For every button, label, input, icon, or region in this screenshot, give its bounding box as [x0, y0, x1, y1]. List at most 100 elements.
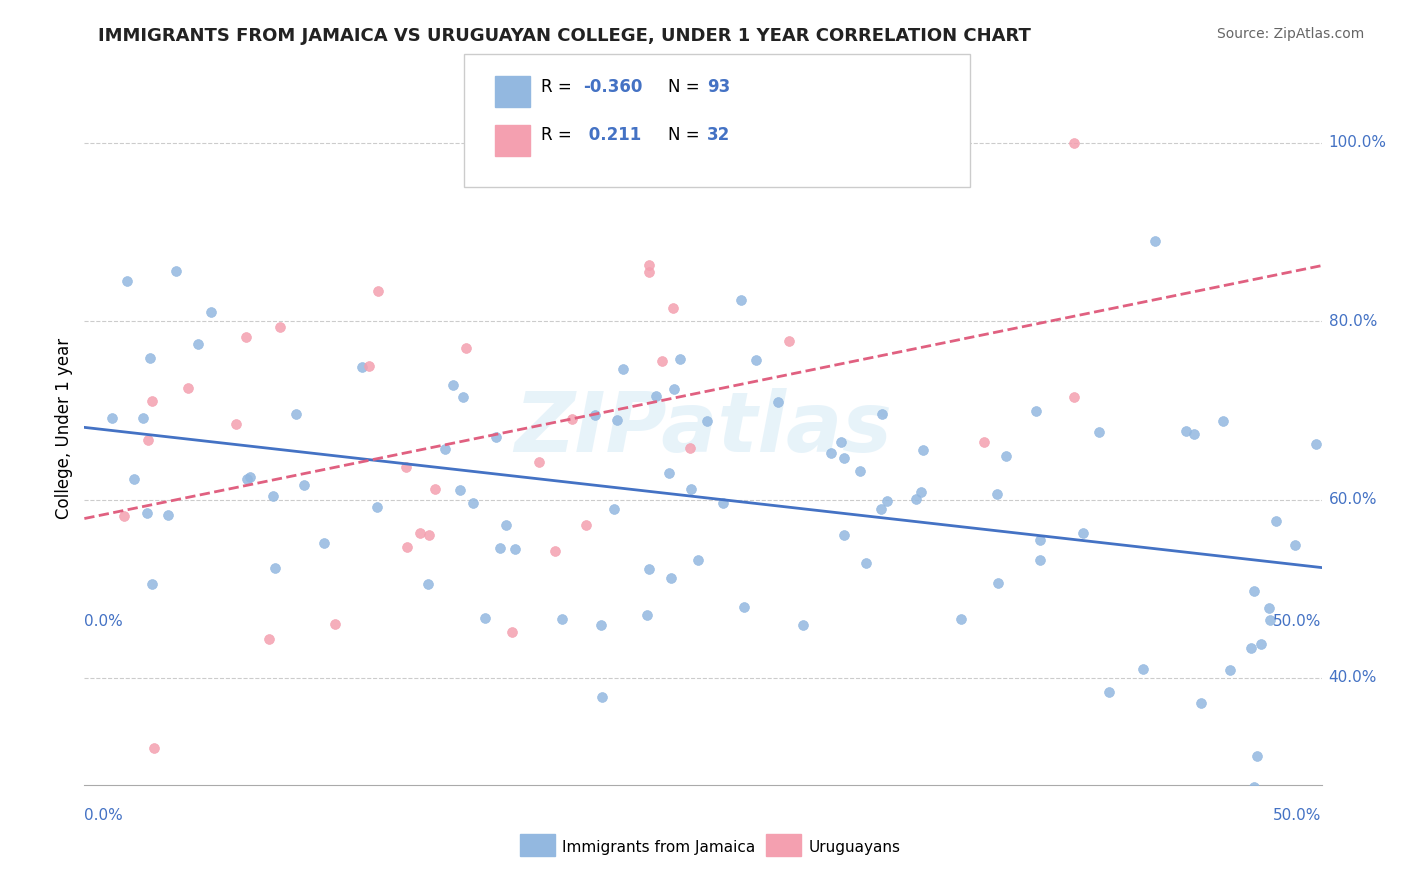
Point: [612, 362, 634, 376]
Point: [659, 571, 682, 585]
Point: [696, 414, 718, 428]
Text: Uruguayans: Uruguayans: [808, 840, 900, 855]
Point: [1025, 403, 1047, 417]
Point: [645, 389, 668, 403]
Point: [638, 562, 661, 576]
Point: [112, 509, 135, 524]
Point: [1073, 526, 1095, 541]
Text: R =: R =: [541, 126, 578, 144]
Point: [638, 258, 661, 272]
Text: 100.0%: 100.0%: [1329, 136, 1386, 150]
Point: [679, 441, 702, 455]
Point: [1029, 553, 1052, 567]
Point: [269, 320, 291, 334]
Point: [1087, 425, 1109, 440]
Point: [575, 517, 598, 532]
Text: N =: N =: [668, 78, 704, 95]
Point: [591, 618, 613, 632]
Point: [285, 408, 308, 422]
Point: [502, 625, 524, 640]
Text: 0.211: 0.211: [583, 126, 641, 144]
Point: [1182, 426, 1205, 441]
Point: [489, 541, 512, 556]
Point: [236, 472, 259, 486]
Point: [200, 305, 222, 319]
Point: [603, 501, 626, 516]
Point: [662, 382, 685, 396]
Point: [461, 496, 484, 510]
Point: [409, 526, 432, 541]
Point: [138, 351, 160, 366]
Point: [681, 482, 703, 496]
Point: [636, 607, 658, 622]
Point: [441, 378, 464, 392]
Text: 0.0%: 0.0%: [84, 807, 124, 822]
Point: [1246, 749, 1268, 764]
Point: [973, 434, 995, 449]
Point: [115, 274, 138, 288]
Point: [1212, 414, 1234, 428]
Point: [235, 330, 257, 344]
Text: Immigrants from Jamaica: Immigrants from Jamaica: [562, 840, 755, 855]
Point: [451, 390, 474, 404]
Point: [325, 616, 347, 631]
Point: [1243, 584, 1265, 599]
Point: [849, 464, 872, 478]
Point: [136, 433, 159, 447]
Point: [101, 411, 124, 425]
Point: [651, 354, 673, 368]
Point: [350, 359, 373, 374]
Point: [503, 542, 526, 557]
Point: [264, 560, 287, 574]
Point: [292, 478, 315, 492]
Point: [768, 395, 790, 409]
Point: [1063, 391, 1085, 405]
Point: [669, 351, 692, 366]
Point: [527, 455, 550, 469]
Point: [910, 484, 932, 499]
Point: [135, 506, 157, 520]
Point: [832, 528, 855, 542]
Point: [544, 543, 567, 558]
Point: [995, 449, 1018, 463]
Text: R =: R =: [541, 78, 578, 95]
Point: [832, 451, 855, 466]
Point: [778, 334, 800, 348]
Point: [987, 576, 1010, 591]
Point: [658, 466, 681, 480]
Text: 32: 32: [707, 126, 731, 144]
Point: [912, 443, 935, 458]
Point: [165, 264, 187, 278]
Point: [395, 459, 418, 474]
Point: [314, 536, 336, 550]
Point: [1258, 601, 1281, 615]
Point: [1175, 424, 1198, 438]
Text: -0.360: -0.360: [583, 78, 643, 95]
Point: [1240, 640, 1263, 655]
Point: [870, 407, 893, 421]
Point: [1305, 437, 1327, 451]
Point: [820, 446, 842, 460]
Point: [591, 690, 613, 704]
Point: [730, 293, 752, 307]
Point: [366, 500, 388, 515]
Point: [745, 352, 768, 367]
Point: [395, 540, 418, 554]
Point: [454, 341, 477, 355]
Point: [904, 492, 927, 507]
Point: [986, 487, 1008, 501]
Point: [583, 408, 606, 422]
Point: [876, 494, 898, 508]
Text: ZIPatlas: ZIPatlas: [515, 388, 891, 468]
Point: [257, 632, 280, 647]
Point: [434, 442, 457, 457]
Point: [423, 482, 446, 496]
Point: [950, 612, 973, 626]
Text: 60.0%: 60.0%: [1329, 492, 1376, 507]
Point: [1258, 613, 1281, 627]
Point: [830, 435, 852, 450]
Point: [1098, 685, 1121, 699]
Point: [449, 483, 471, 497]
Point: [239, 470, 262, 484]
Point: [225, 417, 247, 431]
